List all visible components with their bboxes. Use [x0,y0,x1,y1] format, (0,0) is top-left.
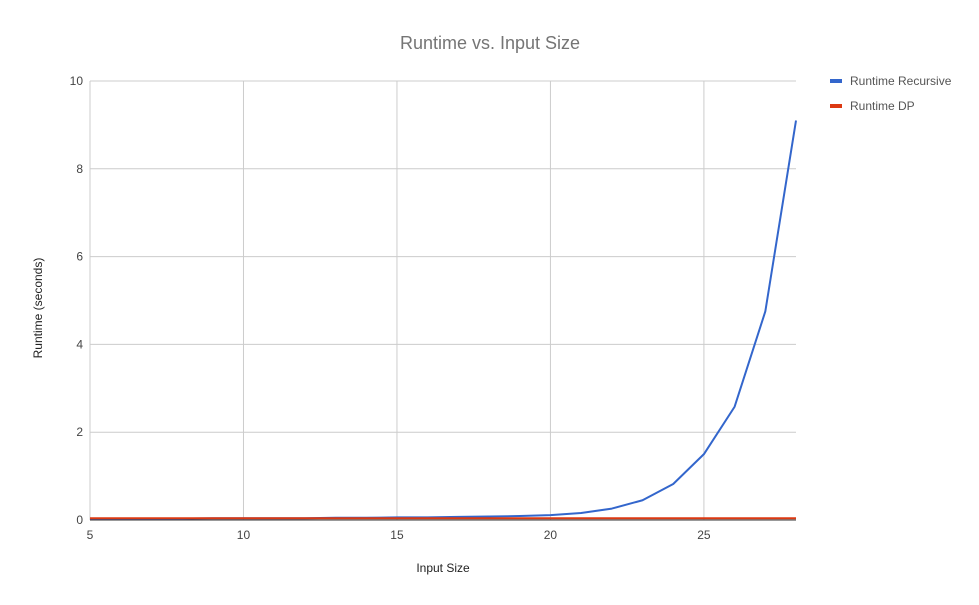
tick-labels: 0 2 4 6 8 10 5 10 15 20 25 [70,74,711,542]
y-tick-label: 4 [76,337,83,351]
series-lines [90,120,797,520]
y-tick-label: 0 [76,513,83,527]
x-tick-label: 25 [697,528,711,542]
y-tick-label: 10 [70,74,84,88]
x-tick-label: 10 [237,528,251,542]
legend: Runtime Recursive Runtime DP [830,74,952,113]
x-tick-label: 5 [87,528,94,542]
x-axis-title: Input Size [416,561,470,575]
y-tick-label: 8 [76,162,83,176]
chart-title: Runtime vs. Input Size [400,33,580,53]
legend-label: Runtime Recursive [850,74,952,88]
y-axis-title: Runtime (seconds) [31,258,45,359]
y-tick-label: 6 [76,250,83,264]
x-tick-label: 20 [544,528,558,542]
gridlines [89,80,796,520]
y-tick-label: 2 [76,425,83,439]
x-tick-label: 15 [390,528,404,542]
series-line-recursive [90,120,797,520]
legend-label: Runtime DP [850,99,915,113]
